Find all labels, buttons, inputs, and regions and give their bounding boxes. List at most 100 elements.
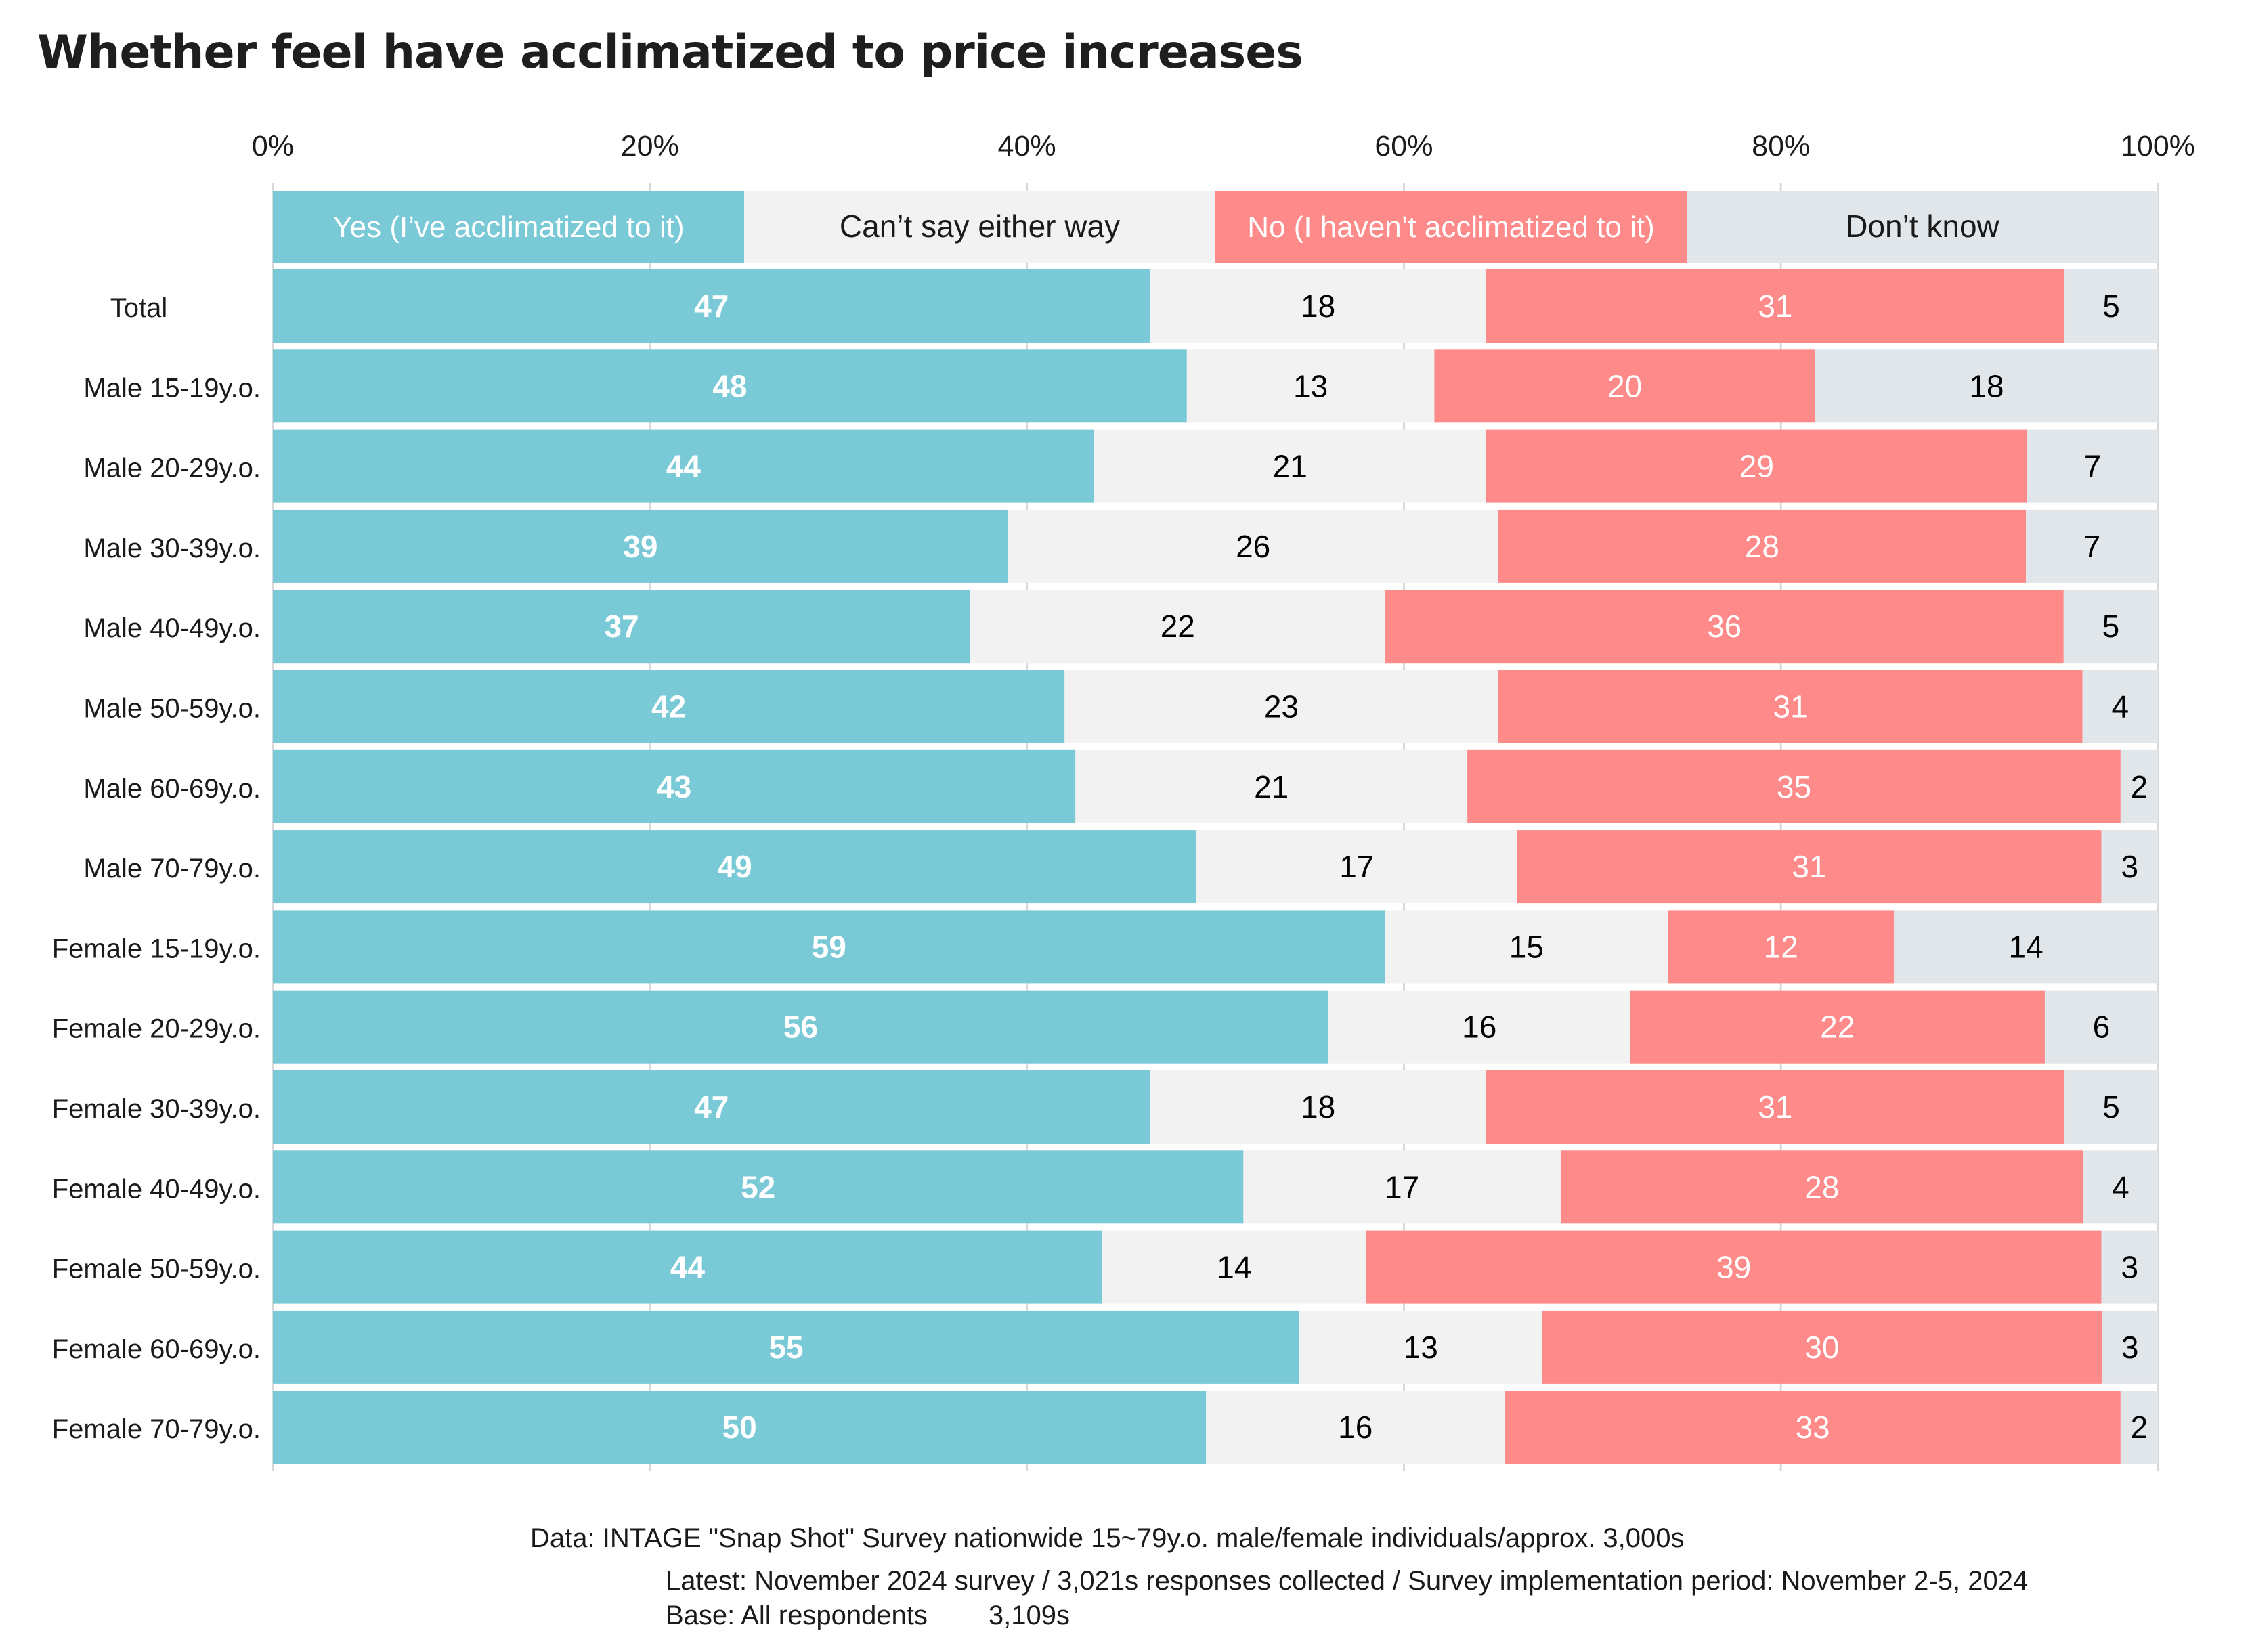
data-label: 55 [769,1330,803,1365]
data-label: 14 [1217,1250,1251,1285]
data-label: 31 [1773,689,1808,724]
bar-segment [273,1310,1300,1384]
footer-latest-survey: Latest: November 2024 survey / 3,021s re… [666,1566,2029,1596]
data-label: 4 [2112,689,2129,724]
bar-segment [1486,269,2065,343]
legend-label: Yes (I’ve acclimatized to it) [332,211,684,244]
category-label: Male 50-59y.o. [83,694,261,724]
data-label: 56 [783,1009,818,1045]
bar-segment [1243,1150,1561,1224]
chart-title: Whether feel have acclimatized to price … [37,26,1303,79]
data-label: 3 [2121,849,2138,884]
bar-segment [273,990,1329,1064]
category-label: Female 70-79y.o. [52,1414,261,1444]
legend-swatch [1687,191,2158,263]
bar-segment [1505,1391,2121,1464]
data-label: 49 [717,849,752,884]
data-label: 44 [666,449,701,484]
x-tick-label: 60% [1375,130,1433,162]
bar-segment [1385,590,2064,664]
category-label: Male 30-39y.o. [83,534,261,563]
data-label: 13 [1404,1330,1438,1365]
data-label: 33 [1795,1410,1830,1445]
bar-segment [2101,1230,2158,1304]
data-label: 2 [2131,1410,2148,1445]
data-label: 16 [1462,1009,1496,1045]
bar-row: 47 18 31 5 [273,269,2158,343]
data-label: 2 [2131,769,2148,804]
stacked-bar-chart: Yes (I’ve acclimatized to it) Can’t say e… [52,130,2195,1471]
data-label: 28 [1804,1169,1839,1204]
bar-segment [1434,349,1815,423]
data-label: 29 [1739,449,1774,484]
data-label: 39 [623,529,657,564]
bar-row: 52 17 28 4 [273,1150,2158,1224]
bar-segment [1486,429,2028,503]
data-label: 31 [1792,849,1826,884]
category-label: Female 40-49y.o. [52,1174,261,1204]
bar-segment [273,429,1094,503]
x-tick-label: 40% [998,130,1056,162]
bar-row: 50 16 33 2 [273,1391,2158,1464]
data-label: 18 [1301,1089,1335,1125]
x-tick-label: 20% [621,130,679,162]
bar-row: 56 16 22 6 [273,990,2158,1064]
bar-segment [1186,349,1435,423]
category-label: Male 15-19y.o. [83,373,261,403]
bar-segment [2101,830,2158,904]
bar-row: 49 17 31 3 [273,830,2158,904]
data-label: 21 [1254,769,1289,804]
x-axis: 0% 20% 40% 60% 80% 100% [252,130,2195,162]
bar-segment [1560,1150,2083,1224]
bar-segment [1486,1070,2065,1144]
category-label: Male 20-29y.o. [83,454,261,483]
bar-segment [1385,910,1668,984]
bar-segment [2120,1391,2158,1464]
bar-segment [1102,1230,1366,1304]
bar-segment [2063,590,2158,664]
data-label: 36 [1707,609,1741,644]
data-label: 22 [1820,1009,1855,1045]
data-label: 43 [657,769,691,804]
legend-label: Don’t know [1845,209,1999,244]
bar-segment [1150,269,1486,343]
bar-segment [273,349,1187,423]
bar-row: 59 15 12 14 [273,910,2158,984]
bar-segment [1668,910,1895,984]
data-label: 39 [1716,1250,1751,1285]
footer-base: Base: All respondents 3,109s [666,1601,1070,1631]
data-label: 5 [2102,609,2120,644]
bar-segment [1064,670,1498,743]
data-label: 47 [694,1089,729,1125]
bar-row: 44 14 39 3 [273,1230,2158,1304]
bar-row: 48 13 20 18 [273,349,2158,423]
bar-row: 43 21 35 2 [273,749,2158,823]
data-label: 16 [1338,1410,1372,1445]
data-label: 18 [1969,368,2004,404]
bar-segment [273,830,1197,904]
data-label: 44 [670,1250,706,1285]
bar-segment [273,1150,1244,1224]
bar-segment [2064,269,2158,343]
data-label: 28 [1745,529,1779,564]
footer-base-value: 3,109s [988,1601,1070,1630]
bar-segment [273,670,1065,743]
data-label: 15 [1509,929,1544,964]
data-label: 20 [1607,368,1642,404]
category-label: Male 60-69y.o. [83,774,261,804]
category-label: Female 60-69y.o. [52,1334,261,1364]
legend-swatch [273,191,744,263]
data-label: 3 [2121,1330,2139,1365]
bar-segment [1328,990,1630,1064]
bar-segment [2083,1150,2158,1224]
data-label: 31 [1758,1089,1792,1125]
bar-segment [1467,749,2121,823]
bar-segment [1517,830,2102,904]
x-tick-label: 100% [2121,130,2195,162]
x-tick-label: 80% [1752,130,1810,162]
data-label: 4 [2112,1169,2129,1204]
bar-segment [1008,509,1498,583]
bar-segment [273,1391,1207,1464]
data-label: 17 [1339,849,1374,884]
data-label: 5 [2102,288,2120,324]
